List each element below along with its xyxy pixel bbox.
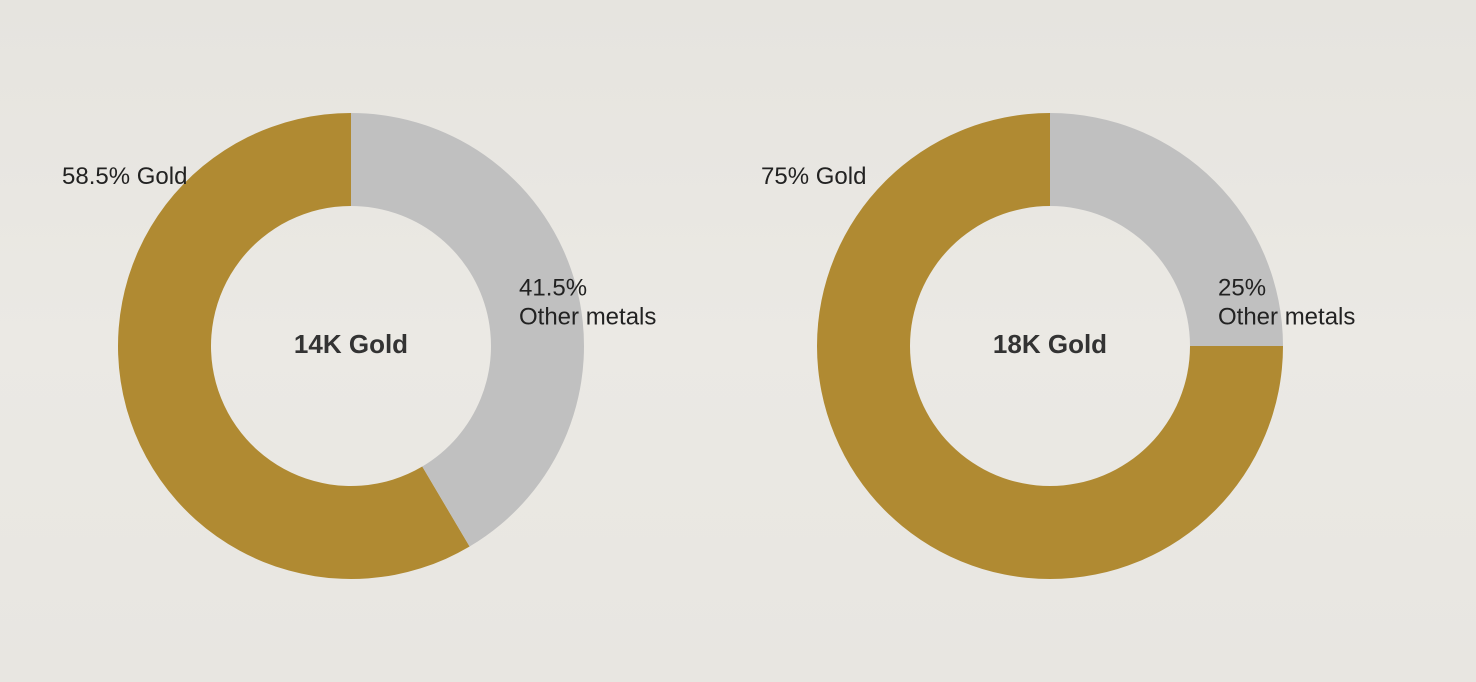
category-label: Gold bbox=[809, 163, 866, 190]
center-title: 18K Gold bbox=[993, 329, 1107, 359]
category-label: Other metals bbox=[1218, 303, 1355, 330]
category-label: Gold bbox=[130, 163, 187, 190]
slice bbox=[1050, 113, 1283, 346]
value-label: 25% bbox=[1218, 274, 1266, 301]
value-label: 41.5% bbox=[519, 274, 587, 301]
slice-label: 58.5% Gold bbox=[62, 163, 187, 190]
slice-label: 75% Gold bbox=[761, 163, 866, 190]
center-title: 14K Gold bbox=[294, 329, 408, 359]
value-label: 58.5% bbox=[62, 163, 130, 190]
slice bbox=[118, 113, 470, 579]
category-label: Other metals bbox=[519, 303, 656, 330]
value-label: 75% bbox=[761, 163, 809, 190]
slice bbox=[351, 113, 585, 547]
slice bbox=[817, 113, 1283, 579]
